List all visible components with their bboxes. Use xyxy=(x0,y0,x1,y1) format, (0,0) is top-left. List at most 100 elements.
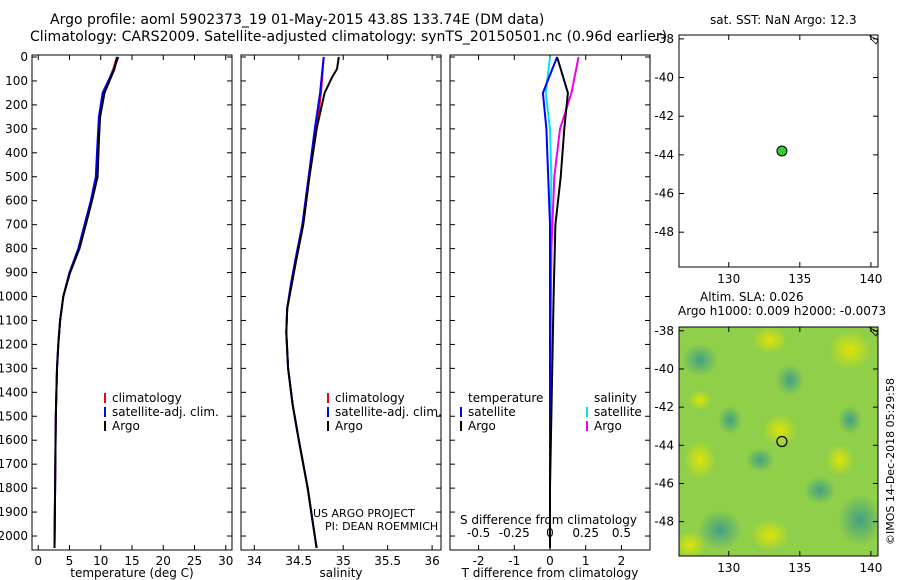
lat-tick-label: -40 xyxy=(654,71,674,85)
x-tick-label: 34 xyxy=(247,554,262,568)
x-tick-label: 35 xyxy=(336,554,351,568)
lat-tick-label: -44 xyxy=(654,438,674,452)
s-tick-label: -0.5 xyxy=(467,526,490,540)
lat-tick-label: -46 xyxy=(654,187,674,201)
x-tick-label: 2 xyxy=(618,554,626,568)
legend-climatology: climatology xyxy=(335,391,405,405)
argo-line xyxy=(285,56,340,549)
x-tick-label: -2 xyxy=(473,554,485,568)
depth-tick-label: 1700 xyxy=(0,457,28,471)
lat-tick-label: -38 xyxy=(654,32,674,46)
x-axis-label: temperature (deg C) xyxy=(70,566,193,580)
lon-tick-label: 135 xyxy=(788,272,811,286)
depth-tick-label: 1300 xyxy=(0,361,28,375)
x-tick-label: 0 xyxy=(546,554,554,568)
pi-label: PI: DEAN ROEMMICH xyxy=(325,520,438,533)
depth-tick-label: 700 xyxy=(5,218,28,232)
x-tick-label: 34.5 xyxy=(285,554,312,568)
title-line2: Climatology: CARS2009. Satellite-adjuste… xyxy=(30,29,668,45)
x-tick-label: 30 xyxy=(218,554,233,568)
plot-frame xyxy=(240,54,442,551)
sst-map: sat. SST: NaN Argo: 12.3 -38 -40 -42 -44 -46… xyxy=(654,13,882,286)
legend-argo: Argo xyxy=(112,419,140,433)
s-tick-label: 0.5 xyxy=(612,526,631,540)
depth-tick-label: 1000 xyxy=(0,290,28,304)
depth-tick-label: 200 xyxy=(5,98,28,112)
x-tick-label: 25 xyxy=(187,554,202,568)
depth-tick-label: 400 xyxy=(5,146,28,160)
depth-tick-label: 300 xyxy=(5,122,28,136)
project-label: US ARGO PROJECT xyxy=(313,507,415,520)
depth-tick-label: 500 xyxy=(5,170,28,184)
t-argo-line xyxy=(549,56,569,548)
plot-frame xyxy=(31,54,233,551)
legend-t-argo: Argo xyxy=(468,419,496,433)
legend-s-argo: Argo xyxy=(594,419,622,433)
depth-tick-label: 800 xyxy=(5,242,28,256)
x-tick-label: 15 xyxy=(124,554,139,568)
argo-location-marker xyxy=(776,145,788,157)
lat-tick-label: -42 xyxy=(654,400,674,414)
depth-tick-label: 1500 xyxy=(0,409,28,423)
depth-tick-label: 1100 xyxy=(0,313,28,327)
x-tick-label: 10 xyxy=(93,554,108,568)
depth-tick-label: 2000 xyxy=(0,529,28,543)
x-tick-label: -1 xyxy=(508,554,520,568)
lat-tick-label: -48 xyxy=(654,225,674,239)
depth-tick-label: 100 xyxy=(5,74,28,88)
lon-tick-label: 140 xyxy=(859,272,882,286)
lon-tick-label: 135 xyxy=(788,561,811,575)
legend-salinity-head: salinity xyxy=(594,391,637,405)
legend-satellite-adj: satellite-adj. clim. xyxy=(335,405,442,419)
sla-field xyxy=(679,327,878,556)
x-tick-label: 36 xyxy=(424,554,439,568)
depth-tick-label: 1200 xyxy=(0,337,28,351)
depth-tick-label: 1600 xyxy=(0,433,28,447)
depth-tick-label: 1400 xyxy=(0,385,28,399)
sla-map: Altim. SLA: 0.026 Argo h1000: 0.009 h200… xyxy=(654,290,886,575)
legend-temperature-head: temperature xyxy=(468,391,543,405)
sla-map-title1: Altim. SLA: 0.026 xyxy=(700,290,804,304)
x-axis-label: T difference from climatology xyxy=(461,566,639,580)
difference-panel: -2 -1 0 1 2T difference from climatology -0.5… xyxy=(449,54,651,580)
depth-tick-label: 1900 xyxy=(0,505,28,519)
depth-tick-label: 900 xyxy=(5,266,28,280)
credit-label: ©IMOS 14-Dec-2018 05:29:58 xyxy=(884,378,897,545)
sla-map-title2: Argo h1000: 0.009 h2000: -0.0073 xyxy=(678,304,886,318)
salinity-panel: 34 34.5 35 35.5 36 salinity xyxy=(240,54,442,580)
x-tick-label: 5 xyxy=(66,554,74,568)
lon-tick-label: 130 xyxy=(717,561,740,575)
lat-tick-label: -38 xyxy=(654,324,674,338)
x-axis-label: salinity xyxy=(319,566,362,580)
legend-satellite-adj: satellite-adj. clim. xyxy=(112,405,219,419)
title-line1: Argo profile: aoml 5902373_19 01-May-201… xyxy=(50,12,545,28)
depth-tick-label: 1800 xyxy=(0,481,28,495)
s-difference-title: S difference from climatology xyxy=(460,513,637,527)
x-tick-label: 35.5 xyxy=(374,554,401,568)
legend-t-satellite: satellite xyxy=(468,405,516,419)
s-tick-label: 0.25 xyxy=(572,526,599,540)
argo-line xyxy=(53,56,118,549)
x-tick-label: 20 xyxy=(156,554,171,568)
lat-tick-label: -40 xyxy=(654,362,674,376)
difference-legend: temperature satellite Argo salinity sate… xyxy=(460,391,642,527)
lon-tick-label: 140 xyxy=(859,561,882,575)
legend-argo: Argo xyxy=(335,419,363,433)
s-tick-label: -0.25 xyxy=(499,526,530,540)
x-tick-label: 1 xyxy=(582,554,590,568)
temperature-legend: climatology satellite-adj. clim. Argo xyxy=(104,391,219,433)
depth-tick-label: 600 xyxy=(5,194,28,208)
legend-climatology: climatology xyxy=(112,391,182,405)
temperature-panel: 0 100 200 300 400 500 600 700 800 900 1000 1100 1200… xyxy=(0,50,233,580)
x-tick-label: 0 xyxy=(34,554,42,568)
salinity-legend: climatology satellite-adj. clim. Argo US… xyxy=(313,391,442,533)
legend-s-satellite: satellite xyxy=(594,405,642,419)
lat-tick-label: -42 xyxy=(654,109,674,123)
lat-tick-label: -44 xyxy=(654,148,674,162)
lat-tick-label: -48 xyxy=(654,515,674,529)
sst-map-title: sat. SST: NaN Argo: 12.3 xyxy=(710,13,857,27)
lon-tick-label: 130 xyxy=(717,272,740,286)
argo-location-marker xyxy=(776,435,788,448)
lat-tick-label: -46 xyxy=(654,476,674,490)
